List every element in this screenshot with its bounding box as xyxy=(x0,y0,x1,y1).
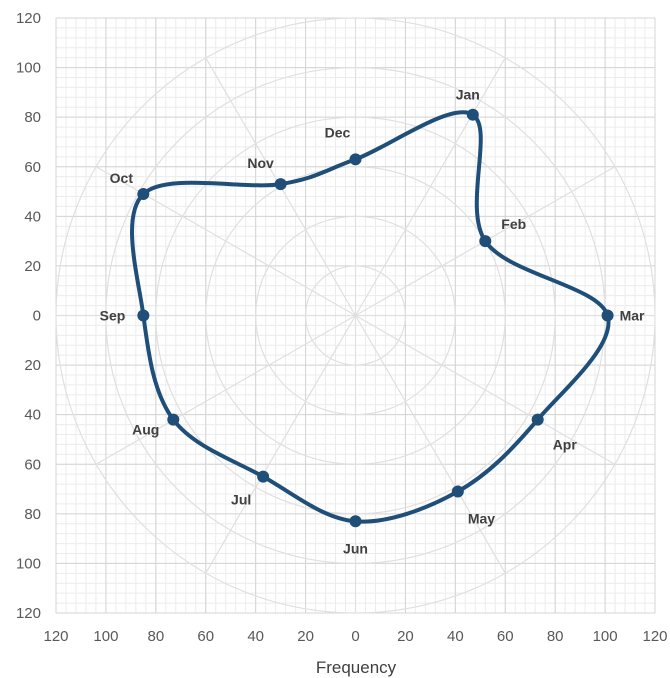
label-aug: Aug xyxy=(132,422,159,438)
x-tick-label: 80 xyxy=(147,628,164,645)
y-tick-label: 80 xyxy=(24,109,41,126)
label-mar: Mar xyxy=(620,308,645,324)
x-tick-label: 120 xyxy=(642,628,667,645)
y-tick-label: 80 xyxy=(24,506,41,523)
y-tick-label: 60 xyxy=(24,159,41,176)
x-tick-label: 60 xyxy=(197,628,214,645)
marker-nov xyxy=(274,178,287,191)
label-dec: Dec xyxy=(325,124,351,140)
label-jul: Jul xyxy=(231,492,251,508)
y-tick-label: 0 xyxy=(33,308,41,325)
marker-oct xyxy=(137,188,150,201)
y-tick-label: 60 xyxy=(24,456,41,473)
label-nov: Nov xyxy=(247,155,274,171)
x-tick-labels: 120 100 80 60 40 20 0 20 40 60 80 100 120 xyxy=(43,628,667,645)
label-jan: Jan xyxy=(456,87,480,103)
x-tick-label: 40 xyxy=(447,628,464,645)
label-oct: Oct xyxy=(110,170,134,186)
polar-spoke xyxy=(354,57,506,316)
x-tick-label: 40 xyxy=(247,628,264,645)
polar-spoke xyxy=(205,315,357,574)
x-tick-label: 100 xyxy=(593,628,618,645)
marker-apr xyxy=(531,413,544,426)
x-tick-label: 60 xyxy=(497,628,514,645)
x-axis-title: Frequency xyxy=(316,658,397,677)
marker-aug xyxy=(167,413,180,426)
x-tick-label: 120 xyxy=(43,628,68,645)
marker-jul xyxy=(257,470,270,483)
x-tick-label: 80 xyxy=(547,628,564,645)
marker-may xyxy=(451,485,464,498)
marker-jan xyxy=(466,108,479,121)
label-jun: Jun xyxy=(343,540,368,556)
y-tick-label: 20 xyxy=(24,357,41,374)
polar-spoke xyxy=(354,315,506,574)
y-tick-label: 100 xyxy=(16,60,41,77)
y-tick-label: 120 xyxy=(16,605,41,622)
marker-feb xyxy=(479,235,492,248)
x-tick-label: 0 xyxy=(351,628,359,645)
y-tick-label: 40 xyxy=(24,208,41,225)
polar-spoke xyxy=(355,314,616,465)
label-feb: Feb xyxy=(501,216,526,232)
month-labels: Jan Feb Mar Apr May Jun Jul Aug Sep Oct Nov Dec xyxy=(100,87,645,557)
y-tick-label: 100 xyxy=(16,555,41,572)
polar-spoke xyxy=(95,314,356,465)
x-tick-label: 20 xyxy=(297,628,314,645)
y-tick-label: 20 xyxy=(24,258,41,275)
y-tick-label: 120 xyxy=(16,10,41,27)
label-sep: Sep xyxy=(100,308,126,324)
marker-sep xyxy=(137,309,150,322)
x-tick-label: 20 xyxy=(397,628,414,645)
y-tick-labels: 120 100 80 60 40 20 0 20 40 60 80 100 120 xyxy=(16,10,41,622)
marker-jun xyxy=(349,515,362,528)
x-tick-label: 100 xyxy=(93,628,118,645)
label-may: May xyxy=(468,511,495,527)
marker-dec xyxy=(349,153,362,166)
series-markers xyxy=(137,108,614,528)
series-line xyxy=(130,110,611,524)
label-apr: Apr xyxy=(553,437,578,453)
marker-mar xyxy=(601,309,614,322)
y-tick-label: 40 xyxy=(24,407,41,424)
